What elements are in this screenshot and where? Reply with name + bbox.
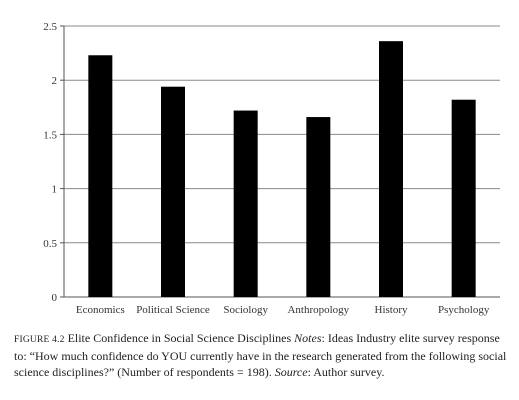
y-axis: 0 0.5 1 1.5 2 2.5 bbox=[43, 21, 65, 304]
notes-text: : Ideas Industry elite survey response t… bbox=[14, 331, 507, 379]
figure-caption: FIGURE 4.2 Elite Confidence in Social Sc… bbox=[14, 330, 510, 380]
figure-title: Elite Confidence in Social Science Disci… bbox=[67, 331, 292, 345]
bar-political-science bbox=[161, 86, 185, 297]
bar-anthropology bbox=[306, 117, 331, 297]
bars bbox=[88, 41, 476, 298]
y-tick-label: 0 bbox=[52, 292, 58, 304]
bar-history bbox=[379, 41, 403, 298]
bar-sociology bbox=[233, 110, 258, 297]
figure-label: FIGURE 4.2 bbox=[14, 335, 65, 345]
x-axis-labels: Economics Political Science Sociology Anthr… bbox=[76, 304, 490, 316]
y-tick-label: 0.5 bbox=[43, 238, 57, 250]
source-text: : Author survey. bbox=[307, 365, 385, 379]
x-tick-label: Psychology bbox=[438, 304, 490, 316]
x-tick-label: History bbox=[375, 304, 409, 316]
y-tick-label: 1 bbox=[52, 184, 58, 196]
bar-economics bbox=[88, 55, 113, 297]
x-tick-label: Political Science bbox=[136, 304, 210, 316]
notes-label: Notes bbox=[294, 331, 322, 345]
y-tick-label: 2.5 bbox=[43, 21, 57, 33]
grid-lines bbox=[64, 25, 500, 298]
bar-psychology bbox=[451, 99, 476, 297]
x-tick-label: Economics bbox=[76, 304, 125, 316]
x-tick-label: Sociology bbox=[223, 304, 268, 316]
y-tick-label: 2 bbox=[52, 75, 58, 87]
x-tick-label: Anthropology bbox=[287, 304, 349, 316]
bar-chart: 0 0.5 1 1.5 2 2.5 Economics Political Science S… bbox=[43, 21, 500, 316]
y-tick-label: 1.5 bbox=[43, 129, 57, 141]
source-label: Source bbox=[274, 365, 308, 379]
